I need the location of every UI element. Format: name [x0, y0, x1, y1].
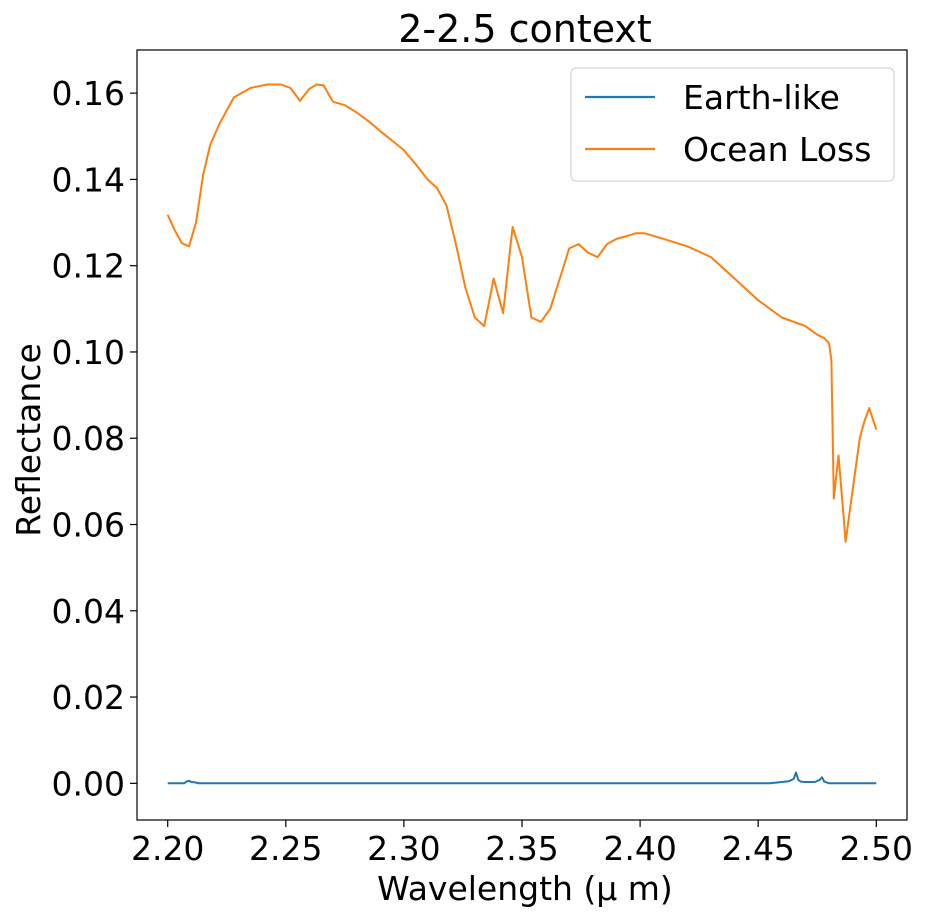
legend-label-earth-like: Earth-like — [683, 78, 840, 117]
legend-label-ocean-loss: Ocean Loss — [683, 130, 871, 169]
y-tick-label: 0.00 — [52, 764, 125, 803]
series-layer — [166, 83, 878, 785]
y-tick-label: 0.02 — [52, 678, 125, 717]
x-tick-label: 2.45 — [721, 829, 794, 868]
y-tick-label: 0.08 — [52, 419, 125, 458]
x-tick-label: 2.50 — [840, 829, 913, 868]
series-line-earth-like — [167, 771, 877, 785]
y-tick-label: 0.12 — [52, 247, 125, 286]
chart-title: 2-2.5 context — [398, 7, 652, 51]
x-axis: 2.20 2.25 2.30 2.35 2.40 2.45 2.50 — [131, 820, 913, 868]
y-axis-label: Reflectance — [9, 343, 48, 537]
x-axis-label: Wavelength (μ m) — [377, 869, 673, 908]
x-tick-label: 2.30 — [367, 829, 440, 868]
series-line-ocean-loss — [166, 83, 878, 543]
y-tick-label: 0.10 — [52, 333, 125, 372]
x-tick-label: 2.35 — [485, 829, 558, 868]
y-tick-label: 0.16 — [52, 74, 125, 113]
legend: Earth-like Ocean Loss — [570, 67, 895, 182]
y-axis: 0.00 0.02 0.04 0.06 0.08 0.10 0.12 0.14 0.16 — [52, 74, 137, 803]
x-tick-label: 2.40 — [603, 829, 676, 868]
x-tick-label: 2.20 — [131, 829, 204, 868]
x-tick-label: 2.25 — [249, 829, 322, 868]
y-tick-label: 0.04 — [52, 592, 125, 631]
y-tick-label: 0.06 — [52, 506, 125, 545]
y-tick-label: 0.14 — [52, 160, 125, 199]
